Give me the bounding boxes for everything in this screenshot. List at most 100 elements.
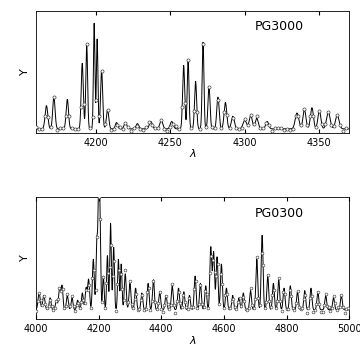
Point: [51, 94, 57, 100]
Point: [224, 291, 230, 297]
Point: [266, 298, 272, 304]
Point: [269, 128, 275, 134]
Point: [209, 124, 215, 130]
Point: [174, 298, 180, 304]
Point: [280, 289, 286, 294]
Point: [256, 296, 261, 301]
Point: [69, 293, 75, 299]
Point: [278, 298, 283, 304]
Point: [230, 115, 236, 120]
Point: [140, 292, 145, 297]
Point: [290, 126, 296, 131]
Point: [276, 275, 282, 280]
Point: [188, 304, 194, 310]
Point: [199, 301, 205, 306]
Point: [136, 306, 142, 312]
Point: [179, 104, 185, 110]
Point: [152, 299, 158, 304]
Point: [227, 305, 233, 311]
Point: [336, 304, 341, 310]
Point: [218, 125, 224, 130]
Point: [85, 287, 91, 292]
Point: [130, 305, 136, 311]
Point: [236, 126, 242, 132]
Point: [161, 126, 167, 132]
Point: [154, 306, 159, 312]
Point: [251, 305, 257, 311]
Point: [198, 283, 203, 288]
Point: [342, 310, 347, 316]
Point: [169, 281, 175, 287]
Point: [212, 270, 217, 275]
Point: [287, 287, 293, 293]
Point: [75, 126, 81, 132]
Point: [281, 127, 287, 133]
Point: [72, 126, 78, 132]
Point: [147, 119, 152, 125]
Point: [292, 307, 297, 312]
Point: [78, 299, 84, 304]
Point: [33, 124, 39, 130]
Point: [121, 297, 127, 303]
Point: [230, 296, 236, 302]
Point: [113, 308, 119, 314]
Point: [285, 306, 291, 312]
Point: [220, 281, 225, 287]
Point: [234, 306, 239, 312]
Point: [102, 305, 108, 311]
Point: [338, 292, 344, 298]
Point: [163, 293, 169, 299]
Point: [248, 112, 254, 118]
Point: [38, 298, 44, 303]
Point: [252, 297, 258, 302]
Point: [212, 125, 218, 131]
Point: [69, 125, 75, 131]
Point: [249, 302, 255, 308]
Point: [314, 301, 319, 307]
Point: [260, 262, 266, 268]
Point: [82, 300, 87, 306]
Point: [182, 299, 188, 305]
Point: [158, 306, 164, 311]
Point: [170, 121, 176, 127]
Point: [58, 289, 64, 294]
Point: [66, 303, 72, 308]
Point: [301, 296, 307, 302]
Point: [274, 298, 280, 304]
Point: [302, 292, 308, 298]
Point: [239, 125, 245, 131]
Point: [245, 122, 251, 128]
Point: [90, 114, 95, 119]
Point: [272, 125, 278, 131]
Point: [93, 287, 98, 293]
Point: [118, 271, 123, 277]
Point: [224, 112, 230, 118]
Point: [201, 304, 206, 310]
Point: [334, 307, 339, 312]
Point: [296, 304, 302, 310]
Point: [167, 124, 173, 130]
Point: [111, 126, 116, 132]
Point: [143, 306, 148, 312]
Point: [102, 122, 108, 127]
Point: [260, 126, 266, 131]
Point: [35, 298, 40, 304]
Point: [215, 97, 221, 102]
Point: [324, 304, 330, 309]
Point: [81, 101, 87, 107]
Point: [172, 311, 178, 316]
Point: [323, 121, 328, 126]
Point: [210, 257, 216, 263]
Point: [36, 127, 42, 132]
Point: [99, 68, 104, 74]
Point: [123, 121, 129, 126]
Point: [213, 273, 219, 279]
Point: [227, 125, 233, 131]
Point: [263, 299, 269, 305]
Point: [94, 234, 100, 240]
Point: [279, 309, 285, 314]
Point: [46, 303, 51, 309]
Point: [203, 124, 209, 130]
Point: [328, 309, 333, 314]
Y-axis label: Y: Y: [21, 255, 31, 261]
